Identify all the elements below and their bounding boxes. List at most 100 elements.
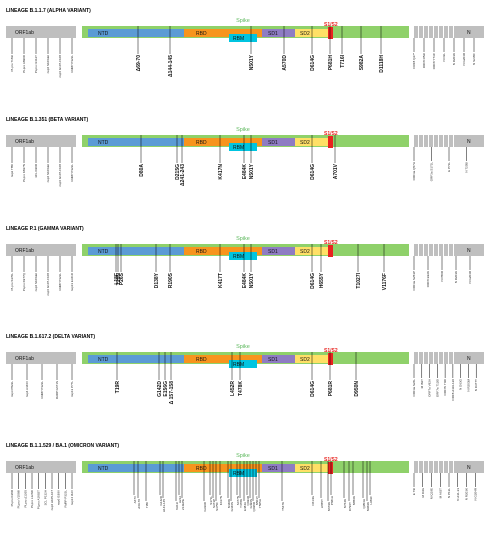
spike-mutation-label: E484K xyxy=(242,164,248,180)
spike-mutation-label: T20N xyxy=(116,273,122,286)
sd2-label: SD2 xyxy=(300,357,310,363)
rbd-label: RBD xyxy=(196,140,207,146)
accessory-orf-block xyxy=(444,352,448,364)
rbd-label: RBD xyxy=(196,357,207,363)
orf1ab-label: ORF1ab xyxy=(15,30,34,36)
spike-mutation-label: N440K xyxy=(227,499,231,508)
spike-mutation-label: D796Y xyxy=(348,502,352,511)
n-orf-bar xyxy=(454,461,484,473)
spike-mutation-label: D138Y xyxy=(154,272,160,288)
orf1ab-mutation-label: PLpro K977Q xyxy=(22,272,26,291)
orf1ab-mutation-label: RdRP G671S xyxy=(55,381,59,399)
spike-mutation-label: D614G xyxy=(310,55,316,71)
spike-mutation-label: S373P xyxy=(212,499,216,508)
accessory-orf-block xyxy=(439,461,443,473)
accessory-orf-block xyxy=(434,26,438,38)
orf1ab-mutation-label: 3CL P132H xyxy=(43,490,47,505)
sd2-label: SD2 xyxy=(300,31,310,37)
spike-mutation-label: P681H xyxy=(330,496,334,505)
orf1ab-mutation-label: PLpro K38R xyxy=(10,489,14,506)
spike-mutation-label: N969K xyxy=(366,502,370,511)
orf1ab-mutation-label: nsp6 S106del xyxy=(46,55,50,74)
orf1ab-mutation-label: nsp6 S106del xyxy=(46,164,50,183)
spike-mutation-label: E484A xyxy=(243,502,247,511)
spike-mutation-label: H655Y xyxy=(319,272,325,288)
spike-mutation-label: L981F xyxy=(369,496,373,505)
accessory-orf-block xyxy=(424,244,428,256)
spike-mutation-label: D614G xyxy=(310,164,316,180)
accessory-orf-block xyxy=(444,26,448,38)
accessory-orf-block xyxy=(424,352,428,364)
rbd-label: RBD xyxy=(196,249,207,255)
spike-mutation-label: N764K xyxy=(343,499,347,508)
spike-mutation-label: S477N xyxy=(236,496,240,505)
rbm-label: RBM xyxy=(233,254,244,260)
spike-mutation-label: K417N xyxy=(219,496,223,505)
n-orf-bar xyxy=(454,244,484,256)
accessory-orf-block xyxy=(434,352,438,364)
spike-mutation-label: P681R xyxy=(328,381,334,397)
spike-mutation-label: A701V xyxy=(333,163,339,179)
rbd-label: RBD xyxy=(196,466,207,472)
other-mutation-label: M I82T xyxy=(420,379,424,389)
s1s2-label: S1/S2 xyxy=(324,348,338,354)
orf1ab-mutation-label: nsp13 P77L xyxy=(70,381,74,397)
spike-mutation-label: Δ241-243 xyxy=(180,164,186,186)
s1s2-cleavage xyxy=(328,353,333,365)
spike-title: Spike xyxy=(236,344,250,350)
orf1ab-mutation-label: PLpro I1412T xyxy=(34,55,38,73)
sd2-label: SD2 xyxy=(300,140,310,146)
spike-mutation-label: Δ69-70 xyxy=(136,55,142,72)
orf1ab-bar xyxy=(6,135,76,147)
other-mutation-label: ORF8 E92K xyxy=(426,271,430,287)
other-mutation-label: M Q19E xyxy=(430,488,434,499)
spike-mutation-label: 214EPE xyxy=(181,499,185,510)
spike-mutation-label: D614G xyxy=(310,381,316,397)
spike-mutation-label: Q954H xyxy=(362,499,366,509)
orf1ab-bar xyxy=(6,244,76,256)
accessory-orf-block xyxy=(414,244,418,256)
accessory-orf-block xyxy=(444,244,448,256)
spike-mutation-label: T716I xyxy=(340,54,346,67)
spike-mutation-label: T547K xyxy=(281,502,285,511)
lineage-title: LINEAGE B.1.1.7 (ALPHA VARIANT) xyxy=(6,8,91,14)
s1s2-cleavage xyxy=(328,136,333,148)
spike-mutation-label: H655Y xyxy=(320,499,324,508)
other-mutation-label: N T205I xyxy=(465,162,469,173)
accessory-orf-block xyxy=(424,135,428,147)
other-mutation-label: N R203K xyxy=(452,53,456,65)
orf1ab-label: ORF1ab xyxy=(15,248,34,254)
accessory-orf-block xyxy=(414,461,418,473)
orf1ab-label: ORF1ab xyxy=(15,465,34,471)
accessory-orf-block xyxy=(439,26,443,38)
accessory-orf-block xyxy=(444,135,448,147)
other-mutation-label: ORF7a T120I xyxy=(435,379,439,397)
accessory-orf-block xyxy=(449,461,453,473)
rbm-domain xyxy=(229,360,257,368)
lineage-title: LINEAGE P.1 (GAMMA VARIANT) xyxy=(6,226,84,232)
orf1ab-mutation-label: nsp6 Δ105-107 xyxy=(50,490,54,511)
n-label: N xyxy=(467,139,471,145)
other-mutation-label: N D63G xyxy=(459,378,463,390)
other-mutation-label: E T9I xyxy=(412,488,416,495)
s1s2-cleavage xyxy=(328,245,333,257)
sd1-label: SD1 xyxy=(268,249,278,255)
panel-2: LINEAGE B.1.351 (BETA VARIANT) Spike ORF1a… xyxy=(6,117,484,187)
other-mutation-label: ORF7b T40I xyxy=(443,379,447,396)
ntd-label: NTD xyxy=(98,357,109,363)
other-mutation-label: N G204R xyxy=(473,487,477,500)
other-mutation-label: N R203M xyxy=(466,379,470,392)
sd1-label: SD1 xyxy=(268,140,278,146)
panel-4: LINEAGE B.1.617.2 (DELTA VARIANT) Spike OR… xyxy=(6,334,484,404)
spike-mutation-label: Q493R xyxy=(246,495,250,505)
spike-mutation-label: R190S xyxy=(168,272,174,288)
spike-mutation-label: D1118H xyxy=(379,55,385,73)
sd1-domain xyxy=(262,464,295,472)
n-label: N xyxy=(467,465,471,471)
s1s2-label: S1/S2 xyxy=(324,240,338,246)
sd1-domain xyxy=(262,247,295,255)
accessory-orf-block xyxy=(419,461,423,473)
other-mutation-label: ORF8 Δ119-120 xyxy=(451,379,455,401)
spike-mutation-label: Δ144-145 xyxy=(168,55,174,77)
